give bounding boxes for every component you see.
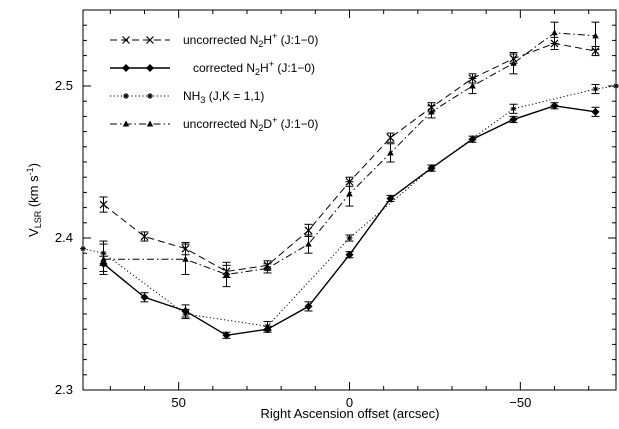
point-marker xyxy=(147,93,153,99)
point-marker xyxy=(346,190,353,197)
point-marker xyxy=(550,101,559,110)
point-marker xyxy=(304,226,313,235)
point-marker xyxy=(428,165,435,172)
point-marker xyxy=(592,32,599,39)
point-marker xyxy=(146,120,154,127)
point-marker xyxy=(140,293,149,302)
point-marker xyxy=(386,194,395,203)
point-marker xyxy=(122,120,130,127)
axis-ticks: 50 0 −50 2.3 2.4 2.5 xyxy=(55,10,616,410)
y-tick-label: 2.4 xyxy=(55,230,73,245)
point-marker xyxy=(146,64,154,72)
legend-label: uncorrected N2H+ (J:1−0) xyxy=(183,31,318,49)
point-marker xyxy=(469,82,476,89)
x-axis-label: Right Ascension offset (arcsec) xyxy=(261,406,440,421)
x-tick-label: −50 xyxy=(509,395,531,410)
point-marker xyxy=(386,133,395,142)
series-layer xyxy=(80,21,619,340)
point-marker xyxy=(140,232,149,241)
y-tick-label: 2.3 xyxy=(55,382,73,397)
point-marker xyxy=(510,105,517,112)
point-marker xyxy=(428,108,435,115)
point-marker xyxy=(123,93,129,99)
point-marker xyxy=(345,250,354,259)
legend-label: NH3 (J,K = 1,1) xyxy=(183,89,264,105)
legend-entry: NH3 (J,K = 1,1) xyxy=(110,89,264,105)
y-tick-label: 2.5 xyxy=(55,78,73,93)
point-marker xyxy=(99,200,108,209)
series-line xyxy=(103,105,596,337)
point-marker xyxy=(264,264,271,271)
point-marker xyxy=(182,311,189,317)
legend-entry: corrected N2H+ (J:1−0) xyxy=(110,59,315,77)
legend-entry: uncorrected N2D+ (J:1−0) xyxy=(110,115,318,133)
point-marker xyxy=(387,149,394,156)
y-axis-label: VLSR (km s-1) xyxy=(25,163,43,237)
point-marker xyxy=(613,83,619,89)
legend-entry: uncorrected N2H+ (J:1−0) xyxy=(110,31,318,49)
point-marker xyxy=(146,36,154,44)
point-marker xyxy=(100,255,107,262)
series-3 xyxy=(80,83,619,332)
point-marker xyxy=(510,59,517,66)
point-marker xyxy=(223,270,230,277)
point-marker xyxy=(264,323,271,330)
series-line xyxy=(82,85,617,327)
point-marker xyxy=(304,302,313,311)
point-marker xyxy=(222,331,231,340)
x-tick-label: 50 xyxy=(171,395,185,410)
series-line xyxy=(103,32,596,276)
point-marker xyxy=(122,64,130,72)
series-2 xyxy=(99,101,600,340)
point-marker xyxy=(551,29,558,36)
legend-label: corrected N2H+ (J:1−0) xyxy=(183,59,315,77)
point-marker xyxy=(591,107,600,116)
legend: uncorrected N2H+ (J:1−0) corrected N2H+ … xyxy=(110,31,318,133)
point-marker xyxy=(182,255,189,262)
point-marker xyxy=(80,245,86,252)
point-marker xyxy=(122,36,130,44)
point-marker xyxy=(509,115,518,124)
point-marker xyxy=(592,86,599,93)
legend-label: uncorrected N2D+ (J:1−0) xyxy=(183,115,318,133)
point-marker xyxy=(305,240,312,247)
point-marker xyxy=(591,47,600,55)
series-4 xyxy=(99,21,600,288)
point-marker xyxy=(346,235,353,241)
x-tick-label: 0 xyxy=(346,395,353,410)
